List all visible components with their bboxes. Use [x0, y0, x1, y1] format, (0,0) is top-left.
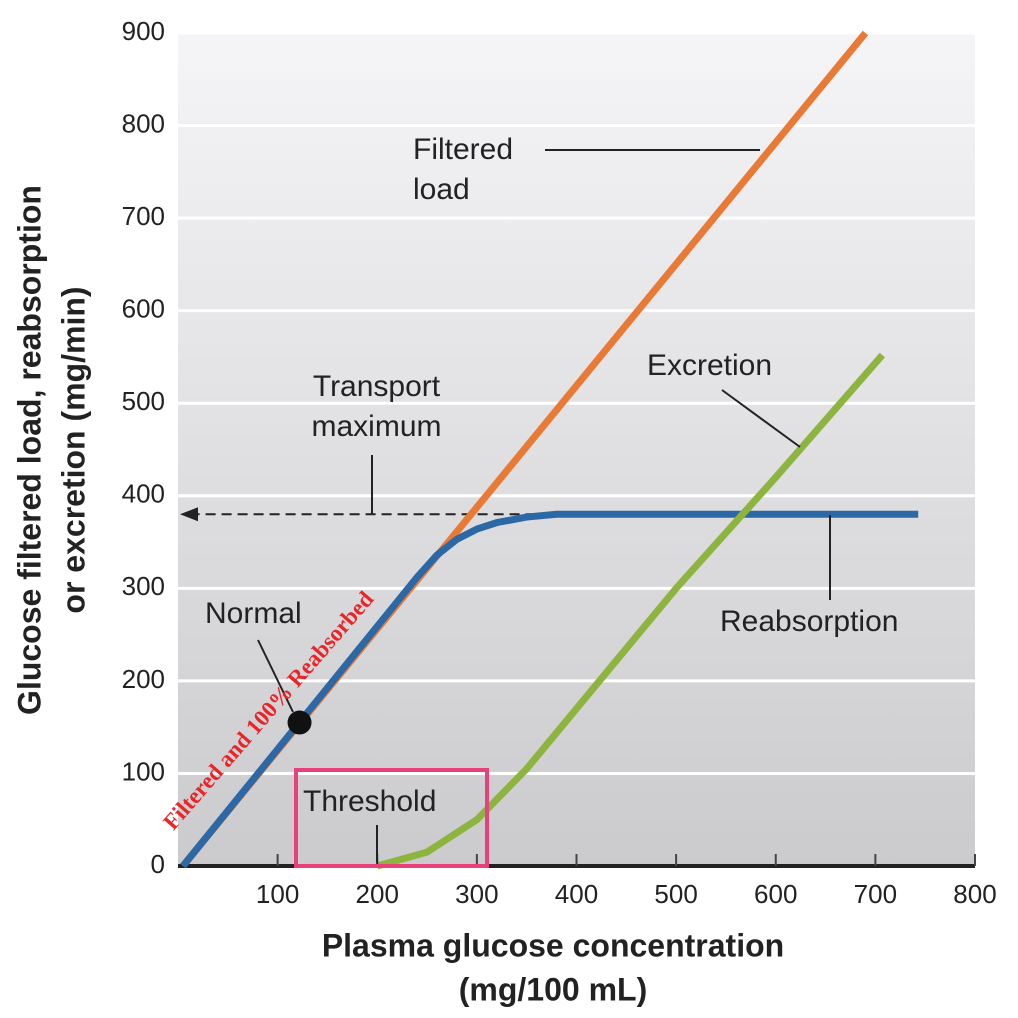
- y-tick-label: 900: [122, 16, 165, 46]
- threshold-label: Threshold: [303, 785, 436, 818]
- series-line: [180, 510, 919, 869]
- reabsorption-label: Reabsorption: [720, 605, 898, 638]
- filtered-load-label-box: Filtered load: [413, 133, 514, 206]
- plot-background: [178, 33, 975, 866]
- y-tick-label: 300: [122, 571, 165, 601]
- leader-line: [721, 389, 801, 448]
- y-tick-label: 800: [122, 108, 165, 138]
- excretion-label: Excretion: [647, 349, 772, 382]
- x-tick-label: 100: [256, 879, 299, 909]
- x-axis-title: Plasma glucose concentration: [322, 927, 784, 963]
- x-tick-label: 200: [356, 879, 399, 909]
- normal-label: Normal: [205, 597, 302, 630]
- leader-line: [257, 639, 294, 713]
- x-tick-label: 300: [455, 879, 498, 909]
- y-tick-label: 100: [122, 756, 165, 786]
- filtered-load-label: Filtered load: [413, 133, 514, 206]
- x-tick-label: 700: [854, 879, 897, 909]
- normal-point: [287, 710, 312, 735]
- arrowhead: [179, 507, 198, 522]
- series-line: [376, 352, 885, 870]
- x-tick-label: 500: [654, 879, 697, 909]
- y-axis-title: or excretion (mg/min): [55, 286, 91, 613]
- transport-label-box: Transport maximum: [311, 370, 442, 443]
- y-tick-label: 400: [122, 479, 165, 509]
- threshold-highlight: [294, 768, 489, 868]
- x-tick-label: 600: [754, 879, 797, 909]
- y-tick-label: 600: [122, 294, 165, 324]
- transport-maximum-label: Transport maximum: [311, 370, 442, 443]
- y-tick-label: 200: [122, 664, 165, 694]
- x-tick-label: 400: [555, 879, 598, 909]
- y-tick-label: 700: [122, 201, 165, 231]
- leader-lines: [257, 149, 831, 862]
- x-axis-title: (mg/100 mL): [459, 971, 647, 1007]
- x-tick-label: 800: [953, 879, 996, 909]
- y-tick-label: 500: [122, 386, 165, 416]
- y-axis-title: Glucose filtered load, reabsorption: [11, 185, 47, 715]
- y-tick-label: 0: [151, 849, 165, 879]
